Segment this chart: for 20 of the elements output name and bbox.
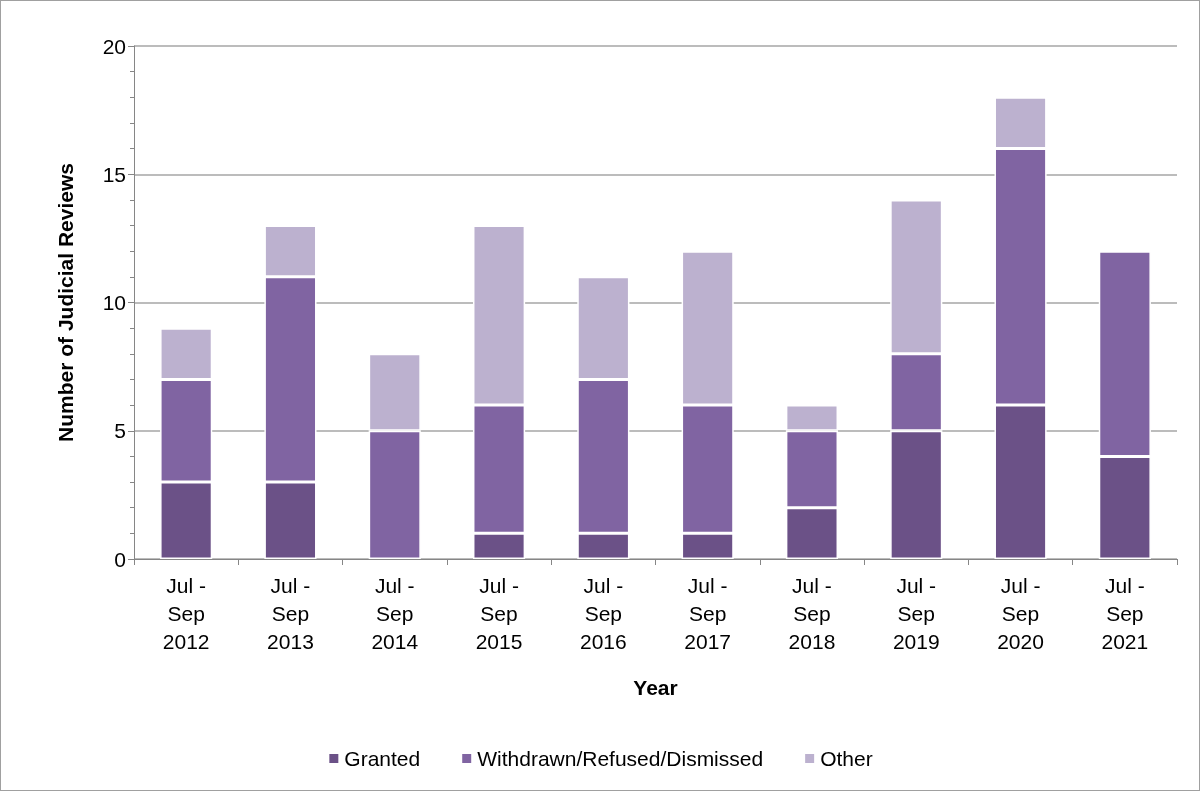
y-tick-label: 0	[114, 547, 126, 571]
x-tick-label: Jul - Sep 2018	[788, 573, 836, 653]
x-tick-label: Jul - Sep 2014	[371, 573, 419, 653]
y-tick-label: 10	[102, 291, 126, 314]
legend-label: Withdrawn/Refused/Dismissed	[477, 747, 764, 770]
x-tick-label: Jul - Sep 2015	[475, 573, 523, 653]
legend-label: Granted	[344, 747, 421, 770]
x-tick-label: Jul - Sep 2019	[892, 573, 940, 653]
y-tick-label: 20	[102, 34, 126, 58]
x-tick-label: Jul - Sep 2012	[162, 573, 210, 653]
x-tick-label: Jul - Sep 2016	[579, 573, 627, 653]
legend-label: Other	[820, 747, 873, 770]
y-tick-label: 5	[114, 419, 126, 443]
y-axis-title: Number of Judicial Reviews	[54, 163, 77, 442]
x-tick-label: Jul - Sep 2020	[997, 573, 1044, 653]
x-tick-label: Jul - Sep 2017	[684, 573, 732, 653]
x-axis-title: Year	[633, 676, 678, 699]
x-tick-label: Jul - Sep 2021	[1101, 573, 1149, 653]
x-tick-label: Jul - Sep 2013	[267, 573, 314, 653]
y-tick-label: 15	[102, 162, 126, 186]
